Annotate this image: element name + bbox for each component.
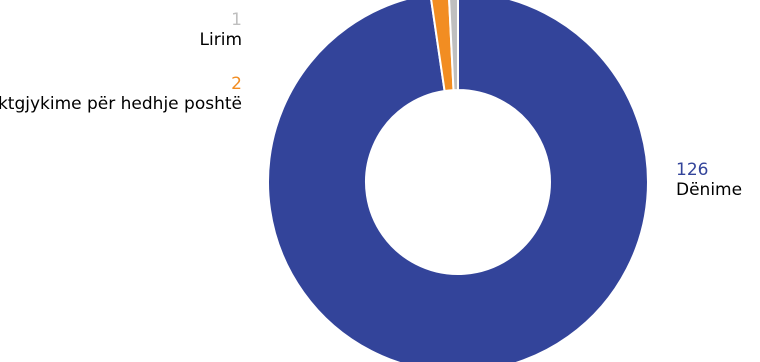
data-label-denime: 126 Dënime [676,160,742,200]
data-label-denime-value: 126 [676,160,709,180]
data-label-lirim-value: 1 [231,10,242,30]
slice-lirim [448,0,459,92]
data-label-lirim: 1 Lirim [200,10,242,50]
data-label-aktgjykime-value: 2 [231,74,242,94]
data-label-aktgjykime: 2 Aktgjykime për hedhje poshtë [0,74,242,114]
data-label-lirim-text: Lirim [199,30,242,50]
slice-dënime [267,0,649,362]
data-label-denime-text: Dënime [676,180,743,200]
data-label-aktgjykime-text: Aktgjykime për hedhje poshtë [0,94,242,114]
slices-group [267,0,649,362]
